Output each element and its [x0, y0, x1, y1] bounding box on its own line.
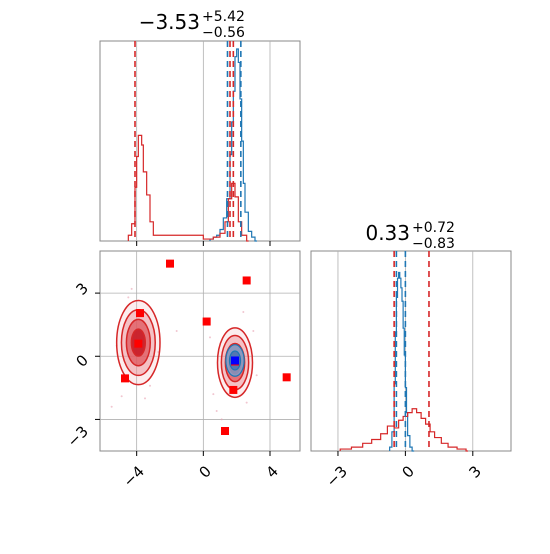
hist2-x-ticks: −3 0 3 [323, 462, 485, 490]
red-square-marker [134, 339, 143, 348]
sample-point [242, 311, 245, 314]
histogram-panel-2 [310, 250, 512, 456]
title-2-lower: −0.83 [412, 236, 455, 252]
sample-point [220, 418, 223, 421]
sample-point [209, 336, 211, 339]
x-tick-label: 4 [263, 462, 282, 481]
x-tick-label: −3 [323, 462, 351, 490]
x-tick-label: −4 [120, 462, 148, 490]
title-2-upper: +0.72 [412, 220, 455, 236]
sample-point [252, 330, 255, 332]
histogram-panel-1 [99, 40, 301, 246]
contour-y-ticks: 3 0 −3 [64, 279, 92, 450]
histogram-panel-2-frame [310, 250, 512, 452]
x-tick-label: 3 [466, 462, 485, 481]
red-square-marker [202, 317, 211, 326]
contour-panel [95, 250, 301, 456]
y-tick-label: −3 [64, 422, 92, 450]
sample-point [245, 401, 248, 404]
sample-point [149, 384, 151, 387]
sample-point [110, 405, 113, 408]
x-tick-label: 0 [399, 462, 418, 481]
red-histogram-series [339, 408, 469, 452]
x-tick-label: 0 [196, 462, 215, 481]
red-histogram-series [127, 134, 249, 242]
red-square-marker [121, 374, 129, 383]
sample-point [144, 397, 146, 400]
title-1-upper: +5.42 [202, 9, 245, 25]
sample-point [120, 395, 123, 398]
contour-x-ticks: −4 0 4 [120, 462, 282, 490]
sample-point [255, 374, 258, 377]
red-square-marker [221, 427, 229, 435]
red-square-marker [242, 276, 251, 285]
y-tick-label: 3 [73, 279, 92, 298]
sample-point [215, 410, 218, 412]
sample-point [212, 393, 215, 396]
red-square-marker [166, 259, 174, 268]
blue-histogram-series [389, 271, 415, 452]
red-square-marker [136, 309, 144, 318]
sample-point [127, 296, 130, 299]
red-square-marker [282, 373, 291, 382]
title-2-value: 0.33 [365, 221, 410, 245]
title-1-lower: −0.56 [202, 25, 245, 41]
blue-square-marker [231, 356, 239, 365]
histogram-panel-1-frame [99, 40, 301, 242]
contour-frame [99, 250, 301, 452]
y-tick-label: 0 [73, 351, 92, 370]
title-panel-1: −3.53 +5.42 −0.56 [139, 9, 245, 41]
title-1-value: −3.53 [139, 10, 200, 34]
title-panel-2: 0.33 +0.72 −0.83 [365, 220, 454, 252]
sample-point [130, 287, 133, 290]
sample-point [175, 330, 178, 332]
red-square-marker [229, 385, 238, 394]
